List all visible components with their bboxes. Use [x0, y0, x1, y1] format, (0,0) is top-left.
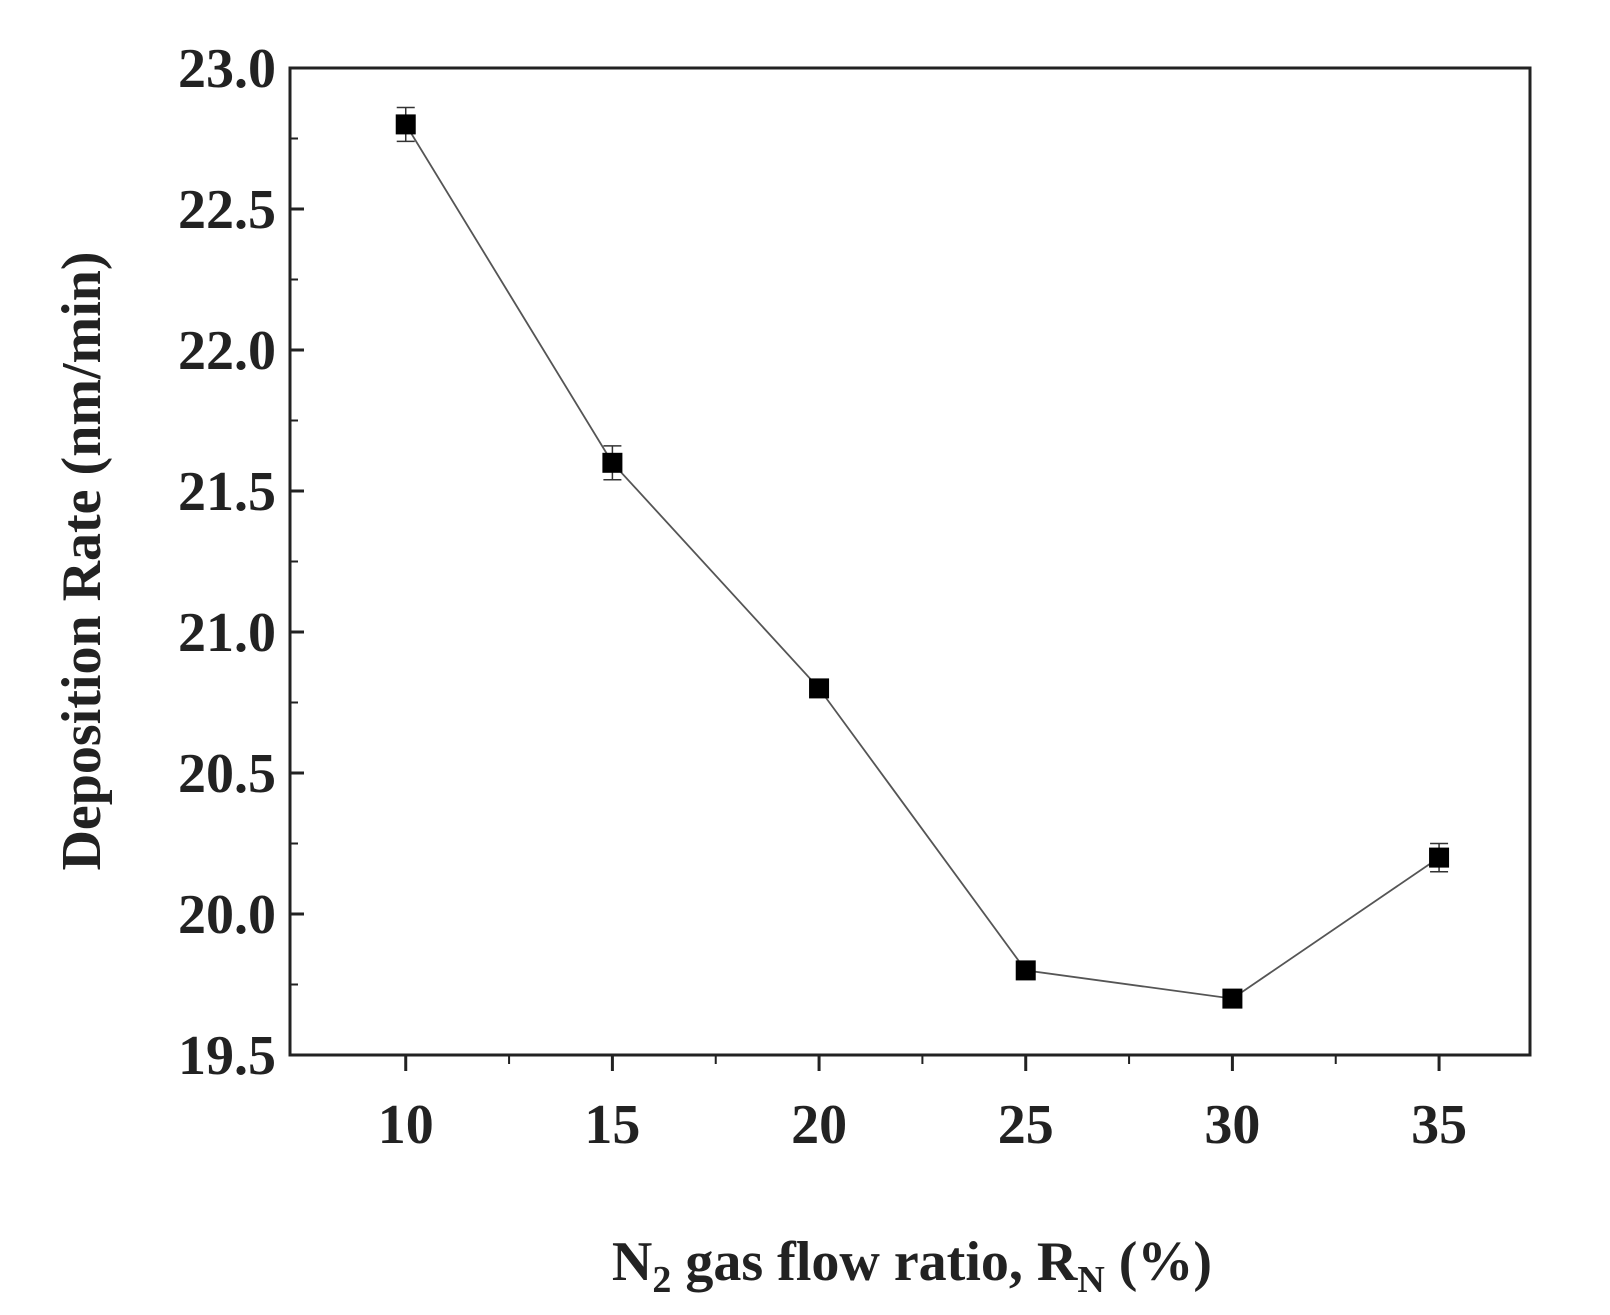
data-point — [395, 114, 416, 135]
data-point — [1429, 847, 1450, 868]
y-tick-label: 20.0 — [178, 884, 276, 946]
x-axis-title-middle: gas flow ratio, R — [671, 1231, 1078, 1293]
x-axis-title-middle-subscript: N — [1077, 1259, 1104, 1301]
y-axis-title: Deposition Rate (nm/min) — [51, 251, 113, 870]
data-point — [809, 678, 830, 699]
series-line — [404, 123, 1440, 1000]
x-tick-label: 35 — [1411, 1094, 1467, 1156]
data-point — [1222, 988, 1243, 1009]
x-tick-label: 30 — [1204, 1094, 1260, 1156]
y-tick-label: 20.5 — [178, 743, 276, 805]
y-tick-label: 19.5 — [178, 1025, 276, 1087]
y-tick-label: 23.0 — [178, 38, 276, 100]
y-tick-label: 22.0 — [178, 320, 276, 382]
y-axis: 19.5 20.0 20.5 21.0 21.5 22.0 22.5 23.0 — [178, 38, 304, 1087]
x-tick-label: 25 — [998, 1094, 1054, 1156]
x-tick-label: 20 — [791, 1094, 847, 1156]
plot-area — [288, 66, 1532, 1057]
y-tick-label: 22.5 — [178, 179, 276, 241]
plot-frame — [288, 66, 1532, 1057]
x-axis-title-prefix-subscript: 2 — [652, 1259, 671, 1301]
y-tick-label: 21.5 — [178, 461, 276, 523]
x-tick-label: 15 — [584, 1094, 640, 1156]
y-tick-label: 21.0 — [178, 602, 276, 664]
x-axis-title-suffix: (%) — [1105, 1231, 1212, 1293]
x-axis-title-prefix: N — [612, 1231, 652, 1293]
x-axis: 10 15 20 25 30 35 — [378, 1055, 1467, 1156]
x-axis-title: N2 gas flow ratio, RN (%) — [612, 1231, 1212, 1301]
data-point — [1015, 960, 1036, 981]
x-tick-label: 10 — [378, 1094, 434, 1156]
data-point — [602, 452, 623, 473]
